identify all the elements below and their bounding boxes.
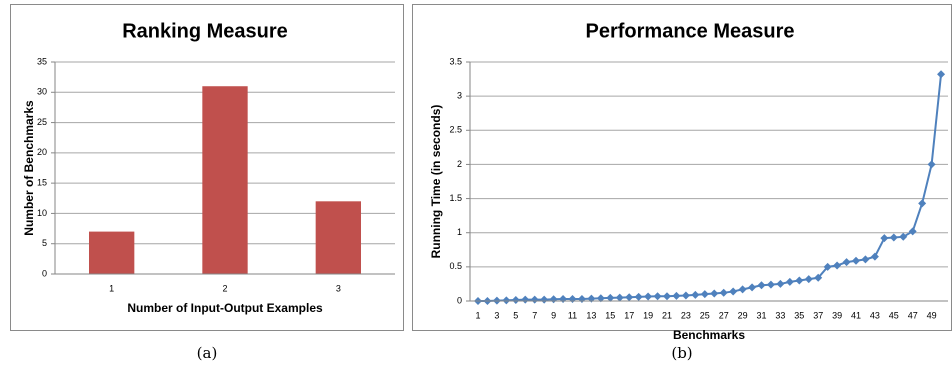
y-tick-label: 35: [37, 56, 47, 66]
data-point: [842, 258, 851, 267]
x-tick-label: 43: [870, 310, 880, 320]
data-point: [880, 234, 889, 243]
x-axis-label: Number of Input-Output Examples: [127, 301, 323, 315]
data-point: [606, 293, 615, 302]
data-point: [757, 281, 766, 290]
data-point: [719, 288, 728, 297]
data-point: [795, 276, 804, 285]
x-tick-label: 1: [109, 283, 114, 293]
x-tick-label: 2: [222, 283, 227, 293]
data-point: [804, 275, 813, 284]
x-tick-label: 3: [494, 310, 499, 320]
data-point: [738, 285, 747, 294]
data-point: [776, 279, 785, 288]
data-point: [748, 283, 757, 292]
data-point: [927, 160, 936, 169]
data-point: [540, 295, 549, 304]
data-point: [691, 290, 700, 299]
data-point: [681, 291, 690, 300]
data-point: [511, 295, 520, 304]
caption: (a): [197, 344, 218, 362]
data-point: [710, 289, 719, 298]
x-tick-label: 25: [700, 310, 710, 320]
y-tick-label: 2: [457, 159, 462, 169]
x-tick-label: 21: [662, 310, 672, 320]
y-axis-label: Number of Benchmarks: [22, 100, 36, 236]
data-point: [502, 296, 511, 305]
y-tick-label: 3.5: [449, 56, 462, 66]
y-tick-label: 2.5: [449, 125, 462, 135]
x-tick-label: 49: [927, 310, 937, 320]
data-point: [833, 261, 842, 270]
x-tick-label: 3: [336, 283, 341, 293]
y-tick-label: 5: [42, 238, 47, 248]
x-tick-label: 39: [832, 310, 842, 320]
y-tick-label: 1.5: [449, 193, 462, 203]
y-tick-label: 0: [42, 268, 47, 278]
y-tick-label: 0.5: [449, 261, 462, 271]
bar: [315, 201, 361, 274]
x-tick-label: 45: [889, 310, 899, 320]
data-point: [870, 252, 879, 261]
x-tick-label: 23: [681, 310, 691, 320]
x-tick-label: 13: [586, 310, 596, 320]
y-tick-label: 10: [37, 208, 47, 218]
chart-title: Performance Measure: [586, 20, 795, 42]
x-tick-label: 9: [551, 310, 556, 320]
chart-frame: [412, 4, 952, 331]
data-point: [814, 273, 823, 282]
data-point: [530, 295, 539, 304]
chart-title: Ranking Measure: [122, 20, 288, 42]
x-tick-label: 41: [851, 310, 861, 320]
x-tick-label: 15: [605, 310, 615, 320]
x-tick-label: 29: [738, 310, 748, 320]
bar: [202, 86, 248, 274]
data-point: [918, 199, 927, 208]
x-tick-label: 11: [568, 310, 577, 320]
x-tick-label: 5: [513, 310, 518, 320]
data-point: [899, 232, 908, 241]
data-point: [615, 293, 624, 302]
x-tick-label: 7: [532, 310, 537, 320]
x-tick-label: 37: [813, 310, 823, 320]
data-point: [644, 292, 653, 301]
y-tick-label: 1: [457, 227, 462, 237]
data-point: [729, 287, 738, 296]
data-point: [625, 293, 634, 302]
y-tick-label: 30: [37, 87, 47, 97]
bar: [89, 231, 135, 274]
data-point: [521, 295, 530, 304]
data-point: [889, 233, 898, 242]
data-point: [861, 255, 870, 264]
x-tick-label: 1: [475, 310, 480, 320]
y-tick-label: 25: [37, 117, 47, 127]
data-point: [766, 280, 775, 289]
x-tick-label: 17: [624, 310, 634, 320]
data-point: [663, 292, 671, 301]
y-tick-label: 3: [457, 91, 462, 101]
data-point: [908, 227, 917, 236]
x-tick-label: 47: [908, 310, 918, 320]
y-axis-label: Running Time (in seconds): [429, 105, 443, 259]
data-point: [634, 292, 643, 301]
y-tick-label: 15: [37, 178, 47, 188]
x-axis-label: Benchmarks: [673, 328, 745, 342]
data-point: [653, 292, 662, 301]
x-tick-label: 35: [794, 310, 804, 320]
caption: (b): [671, 344, 692, 362]
data-point: [823, 262, 832, 271]
data-point: [937, 70, 946, 79]
x-tick-label: 27: [719, 310, 729, 320]
data-point: [852, 256, 860, 265]
y-tick-label: 20: [37, 147, 47, 157]
data-point: [785, 277, 794, 286]
data-point: [700, 290, 709, 299]
data-point: [596, 294, 605, 303]
x-tick-label: 31: [756, 310, 766, 320]
x-tick-label: 19: [643, 310, 653, 320]
x-tick-label: 33: [775, 310, 785, 320]
y-tick-label: 0: [457, 295, 462, 305]
data-point: [672, 291, 681, 300]
